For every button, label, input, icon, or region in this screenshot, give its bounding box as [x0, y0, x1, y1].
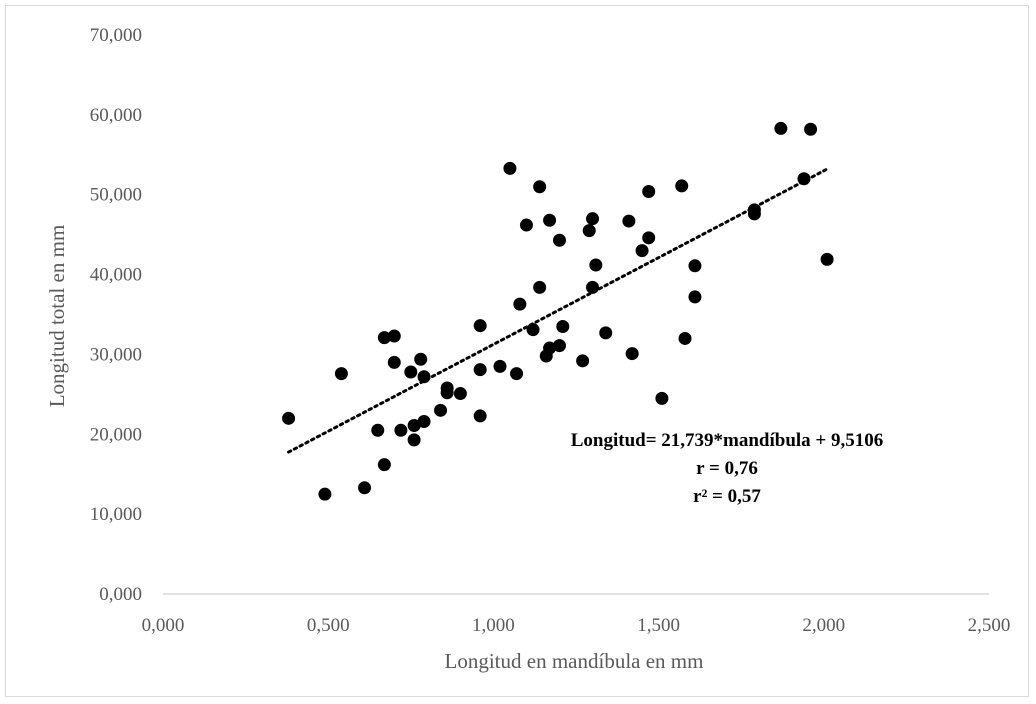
- scatter-point: [440, 386, 454, 400]
- x-axis-tick-labels: 0,000 0,500 1,000 1,500 2,000 2,500: [142, 615, 1011, 636]
- scatter-point: [473, 409, 487, 423]
- scatter-point: [282, 411, 296, 425]
- x-tick-label: 1,000: [472, 615, 515, 636]
- scatter-point: [407, 433, 421, 447]
- scatter-point: [513, 297, 527, 311]
- scatter-point: [453, 387, 467, 401]
- y-tick-label: 0,000: [99, 584, 142, 605]
- coefficient-r2: r² = 0,57: [693, 486, 761, 507]
- x-tick-label: 1,500: [637, 615, 680, 636]
- scatter-point: [318, 487, 332, 501]
- scatter-point: [526, 323, 540, 337]
- scatter-point: [387, 329, 401, 343]
- scatter-point: [642, 231, 656, 245]
- trendline: [287, 167, 829, 454]
- data-points: [282, 121, 834, 501]
- y-axis-tick-labels: 0,000 10,000 20,000 30,000 40,000 50,000 60,00…: [90, 25, 142, 605]
- scatter-point: [625, 347, 639, 361]
- scatter-point: [519, 218, 533, 232]
- scatter-point: [589, 258, 603, 272]
- scatter-point: [586, 212, 600, 226]
- x-tick-label: 2,500: [968, 615, 1011, 636]
- scatter-point: [582, 224, 596, 238]
- y-axis-title: Longitud total en mm: [45, 225, 69, 408]
- x-tick-label: 0,000: [142, 615, 185, 636]
- chart-frame: [5, 5, 1029, 697]
- scatter-point: [377, 331, 391, 345]
- scatter-point: [688, 259, 702, 273]
- scatter-point: [533, 280, 547, 294]
- scatter-point: [414, 352, 428, 366]
- scatter-point: [552, 233, 566, 247]
- scatter-point: [510, 367, 524, 381]
- scatter-point: [473, 363, 487, 377]
- scatter-point: [387, 355, 401, 369]
- y-tick-label: 50,000: [90, 185, 142, 206]
- scatter-point: [556, 319, 570, 333]
- scatter-point: [586, 280, 600, 294]
- scatter-point: [404, 365, 418, 379]
- scatter-point: [543, 213, 557, 227]
- scatter-point: [394, 423, 408, 437]
- scatter-point: [503, 161, 517, 175]
- scatter-point: [678, 331, 692, 345]
- x-tick-label: 0,500: [307, 615, 350, 636]
- scatter-point: [599, 326, 613, 340]
- scatter-point: [371, 423, 385, 437]
- scatter-point: [493, 359, 507, 373]
- scatter-point: [543, 341, 557, 355]
- y-tick-label: 70,000: [90, 25, 142, 46]
- y-tick-label: 20,000: [90, 424, 142, 445]
- scatter-point: [417, 370, 431, 384]
- scatter-point: [334, 367, 348, 381]
- scatter-point: [417, 415, 431, 429]
- correlation-r: r = 0,76: [696, 458, 758, 479]
- y-tick-label: 60,000: [90, 105, 142, 126]
- regression-equation: Longitud= 21,739*mandíbula + 9,5106: [571, 430, 884, 451]
- scatter-point: [473, 319, 487, 333]
- scatter-point: [407, 419, 421, 433]
- scatter-point: [533, 180, 547, 194]
- scatter-point: [576, 354, 590, 368]
- scatter-point: [655, 391, 669, 405]
- scatter-point: [688, 290, 702, 304]
- y-tick-label: 10,000: [90, 504, 142, 525]
- x-tick-label: 2,000: [802, 615, 845, 636]
- x-axis-title: Longitud en mandíbula en mm: [445, 649, 704, 673]
- y-tick-label: 40,000: [90, 265, 142, 286]
- scatter-point: [377, 458, 391, 472]
- scatter-point: [797, 172, 811, 186]
- y-tick-label: 30,000: [90, 344, 142, 365]
- scatter-point: [820, 252, 834, 266]
- scatter-point: [747, 207, 761, 221]
- scatter-point: [642, 185, 656, 199]
- scatter-point: [804, 122, 818, 136]
- scatter-point: [774, 121, 788, 135]
- scatter-point: [675, 179, 689, 193]
- scatter-point: [622, 214, 636, 228]
- scatter-point: [358, 481, 372, 495]
- scatter-point: [552, 339, 566, 353]
- scatter-point: [635, 244, 649, 258]
- scatter-point: [434, 403, 448, 417]
